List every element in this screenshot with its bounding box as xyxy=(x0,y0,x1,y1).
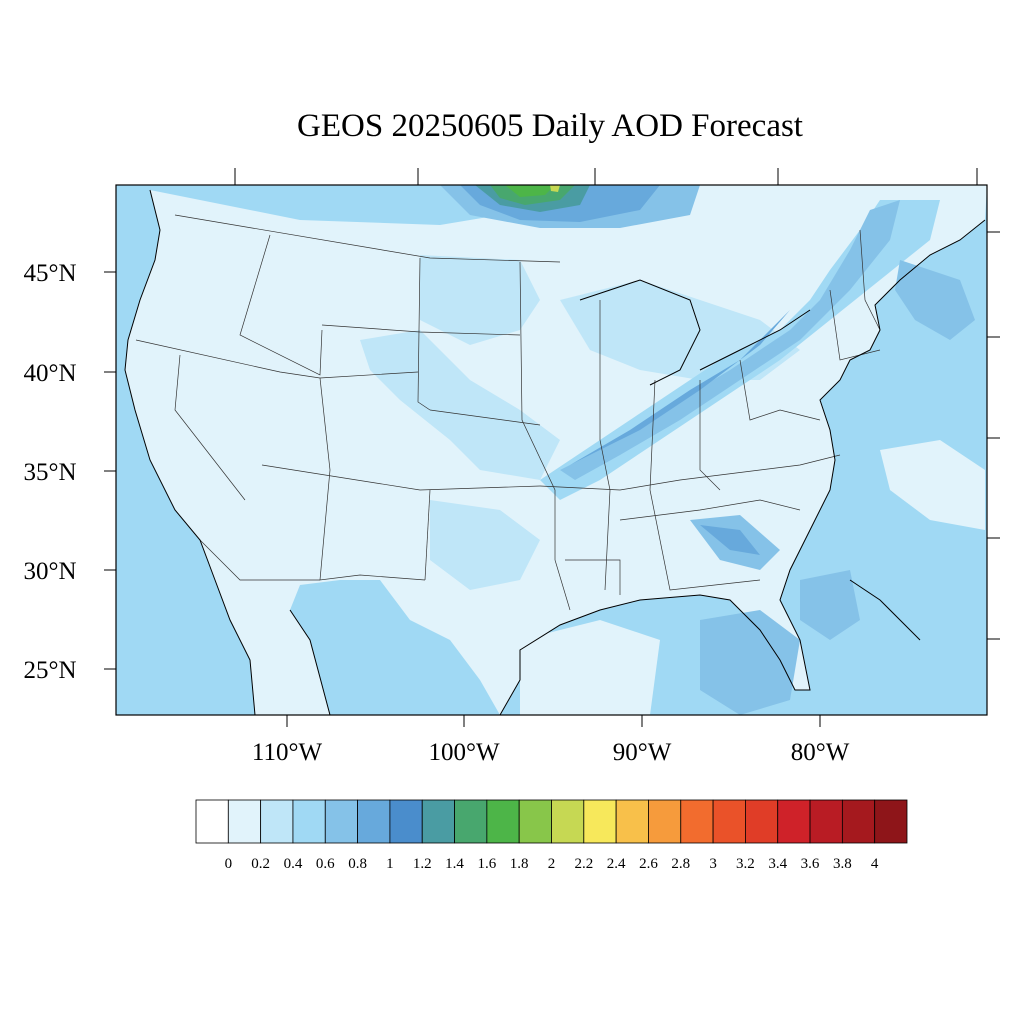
colorbar-label: 0.6 xyxy=(316,856,335,872)
lon-tick-label: 100°W xyxy=(428,739,499,766)
lat-tick-label: 25°N xyxy=(23,657,76,684)
colorbar-swatch xyxy=(809,799,843,844)
colorbar-swatch xyxy=(518,799,552,844)
colorbar-swatch xyxy=(680,799,714,844)
colorbar-label: 1.4 xyxy=(445,856,464,872)
aod-patch xyxy=(520,620,660,715)
colorbar-swatch xyxy=(454,799,488,844)
smoke-plume xyxy=(550,185,560,192)
colorbar-label: 1 xyxy=(386,856,394,872)
colorbar-label: 0.2 xyxy=(251,856,270,872)
aod-patch xyxy=(700,525,760,555)
lon-tick-label: 110°W xyxy=(252,739,323,766)
colorbar-swatch xyxy=(389,799,423,844)
colorbar-label: 3.8 xyxy=(833,856,852,872)
land-mass xyxy=(125,185,987,715)
axis-ticks: 45°N 40°N 35°N 30°N 25°N 110°W 100°W 90°W 80°W xyxy=(23,168,1000,766)
aod-patch xyxy=(800,570,860,640)
colorbar-swatch xyxy=(874,799,908,844)
colorbar-label: 0 xyxy=(225,856,233,872)
colorbar-swatch xyxy=(227,799,262,844)
colorbar-label: 3.2 xyxy=(736,856,755,872)
map-frame xyxy=(115,184,988,716)
colorbar-label: 3.4 xyxy=(768,856,787,872)
colorbar-label: 4 xyxy=(871,856,879,872)
colorbar-label: 2.2 xyxy=(574,856,593,872)
colorbar: 0 0.2 0.4 0.6 0.8 1 1.2 1.4 1.6 1.8 2 2.2 2.4 2.6 2.8 3… xyxy=(195,799,908,872)
colorbar-label: 1.2 xyxy=(413,856,432,872)
aod-patch xyxy=(880,440,985,530)
lon-tick-label: 90°W xyxy=(613,739,672,766)
colorbar-swatch xyxy=(292,799,326,844)
colorbar-label: 0.8 xyxy=(348,856,367,872)
colorbar-swatch xyxy=(357,799,391,844)
colorbar-swatch xyxy=(712,799,746,844)
lat-tick-label: 35°N xyxy=(23,459,76,486)
colorbar-swatch xyxy=(551,799,585,844)
smoke-plume xyxy=(505,185,555,197)
aod-patch xyxy=(560,200,900,480)
colorbar-swatch xyxy=(745,799,779,844)
coastlines xyxy=(124,189,986,715)
lat-tick-label: 45°N xyxy=(23,260,76,287)
colorbar-swatch xyxy=(324,799,358,844)
colorbar-swatch xyxy=(777,799,811,844)
aod-patch xyxy=(360,330,560,480)
colorbar-label: 3.6 xyxy=(801,856,820,872)
colorbar-label: 1.8 xyxy=(510,856,529,872)
colorbar-label: 2 xyxy=(548,856,556,872)
colorbar-swatch xyxy=(841,799,876,844)
aod-patch xyxy=(420,255,540,345)
colorbar-label: 2.6 xyxy=(639,856,658,872)
lat-tick-label: 40°N xyxy=(23,360,76,387)
colorbar-swatch xyxy=(195,799,229,844)
aod-field xyxy=(116,185,987,715)
aod-patch xyxy=(430,500,540,590)
colorbar-swatch xyxy=(648,799,682,844)
colorbar-label: 3 xyxy=(709,856,717,872)
map-title: GEOS 20250605 Daily AOD Forecast xyxy=(297,108,803,144)
colorbar-swatch xyxy=(486,799,520,844)
colorbar-label: 2.4 xyxy=(607,856,626,872)
colorbar-label: 1.6 xyxy=(477,856,496,872)
aod-patch xyxy=(700,610,800,715)
state-borders xyxy=(135,214,881,611)
colorbar-label: 0.4 xyxy=(284,856,303,872)
colorbar-label: 2.8 xyxy=(671,856,690,872)
lat-tick-label: 30°N xyxy=(23,558,76,585)
colorbar-swatch xyxy=(260,799,294,844)
colorbar-swatch xyxy=(615,799,649,844)
colorbar-swatch xyxy=(421,799,455,844)
lon-tick-label: 80°W xyxy=(791,739,850,766)
colorbar-swatch xyxy=(583,799,617,844)
aod-patch xyxy=(895,260,975,340)
